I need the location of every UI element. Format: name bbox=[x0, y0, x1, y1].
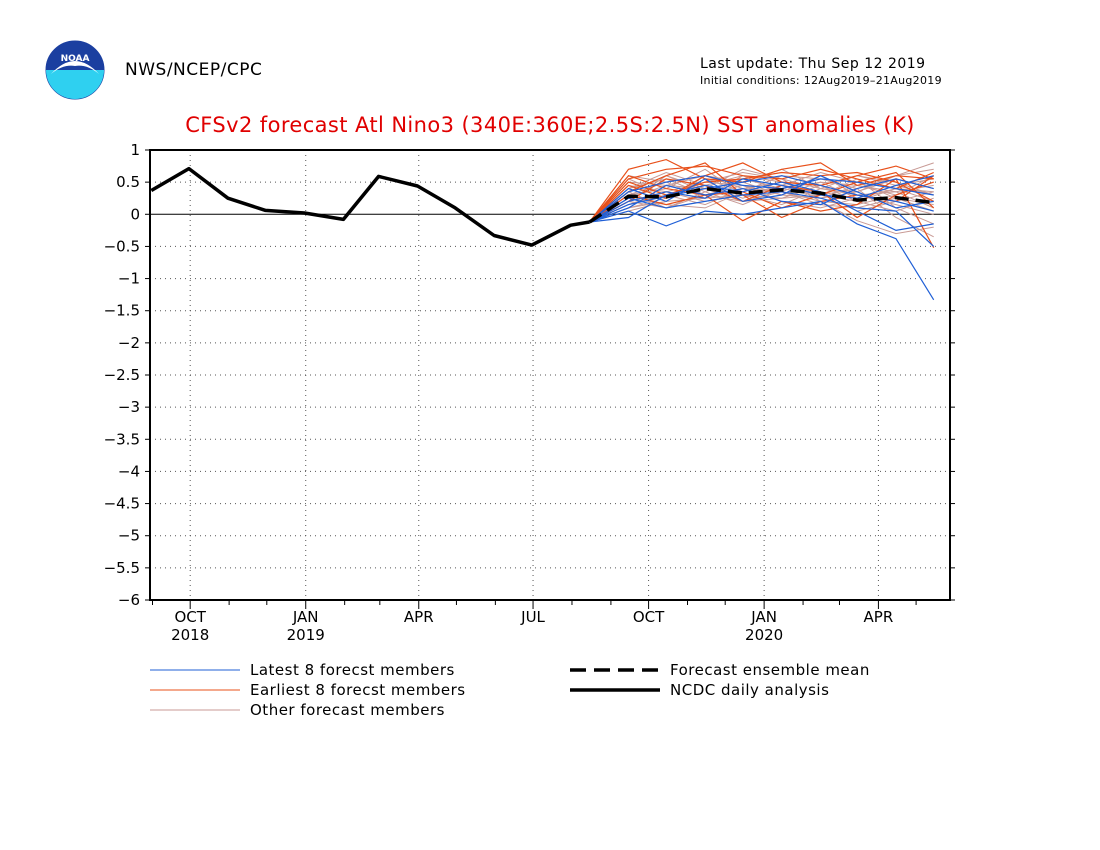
legend-label-latest: Latest 8 forecst members bbox=[250, 661, 455, 679]
noaa-logo-icon: NOAA bbox=[45, 40, 105, 100]
y-tick-label: −4 bbox=[118, 462, 140, 480]
ensemble-mean-layer bbox=[588, 186, 934, 224]
grid-layer bbox=[150, 150, 950, 600]
legend: Latest 8 forecst members Earliest 8 forec… bbox=[150, 661, 870, 719]
initial-conditions: Initial conditions: 12Aug2019–21Aug2019 bbox=[700, 74, 942, 87]
x-tick-label: OCT bbox=[174, 608, 206, 626]
y-tick-label: −3 bbox=[118, 398, 140, 416]
svg-text:NOAA: NOAA bbox=[61, 54, 90, 64]
analysis-line bbox=[150, 166, 590, 247]
latest-member-line bbox=[589, 200, 935, 301]
y-tick-label: −0.5 bbox=[104, 237, 140, 255]
y-tick-label: −2 bbox=[118, 334, 140, 352]
legend-label-analysis: NCDC daily analysis bbox=[670, 681, 829, 699]
ensemble-mean-line bbox=[588, 186, 934, 224]
y-tick-label: 0 bbox=[130, 205, 140, 223]
latest-member-line bbox=[589, 191, 935, 247]
legend-label-other: Other forecast members bbox=[250, 701, 445, 719]
legend-label-earliest: Earliest 8 forecst members bbox=[250, 681, 466, 699]
y-tick-label: −3.5 bbox=[104, 430, 140, 448]
y-tick-label: −1 bbox=[118, 270, 140, 288]
axis-layer: 1 0.5 0 −0.5 −1 −1.5 −2 −2.5 −3 −3.5 −4 −4.5 −5 −5.5 −… bbox=[104, 141, 955, 644]
x-tick-year: 2020 bbox=[745, 626, 783, 644]
earliest-member-line bbox=[589, 171, 934, 223]
x-tick-year: 2019 bbox=[287, 626, 325, 644]
last-update: Last update: Thu Sep 12 2019 bbox=[700, 56, 926, 72]
y-tick-label: 1 bbox=[130, 141, 140, 159]
legend-label-mean: Forecast ensemble mean bbox=[670, 661, 870, 679]
y-tick-label: 0.5 bbox=[116, 173, 140, 191]
y-tick-label: −6 bbox=[118, 591, 140, 609]
y-tick-label: −5.5 bbox=[104, 559, 140, 577]
y-tick-label: −4.5 bbox=[104, 495, 140, 513]
x-tick-label: APR bbox=[864, 608, 894, 626]
other-member-line bbox=[589, 171, 934, 223]
earliest-member-line bbox=[589, 162, 934, 223]
analysis-layer bbox=[150, 166, 590, 247]
latest-member-line bbox=[589, 181, 934, 232]
x-tick-label: JUL bbox=[520, 608, 545, 626]
x-tick-label: APR bbox=[404, 608, 434, 626]
y-tick-label: −2.5 bbox=[104, 366, 140, 384]
x-tick-label: JAN bbox=[750, 608, 777, 626]
y-tick-label: −1.5 bbox=[104, 302, 140, 320]
x-tick-label: JAN bbox=[292, 608, 319, 626]
other-member-line bbox=[589, 188, 934, 238]
y-tick-label: −5 bbox=[118, 527, 140, 545]
x-tick-label: OCT bbox=[633, 608, 665, 626]
x-tick-year: 2018 bbox=[171, 626, 209, 644]
chart-title: CFSv2 forecast Atl Nino3 (340E:360E;2.5S… bbox=[185, 113, 915, 137]
org-name: NWS/NCEP/CPC bbox=[125, 60, 263, 80]
